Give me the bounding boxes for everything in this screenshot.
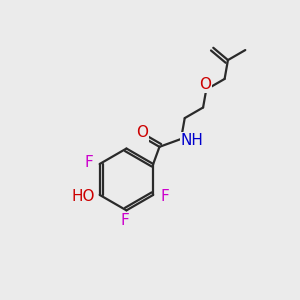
Text: NH: NH: [181, 133, 204, 148]
Text: O: O: [136, 125, 148, 140]
Text: F: F: [84, 155, 93, 170]
Text: HO: HO: [72, 189, 95, 204]
Text: F: F: [160, 189, 169, 204]
Text: O: O: [199, 77, 211, 92]
Text: F: F: [121, 213, 129, 228]
